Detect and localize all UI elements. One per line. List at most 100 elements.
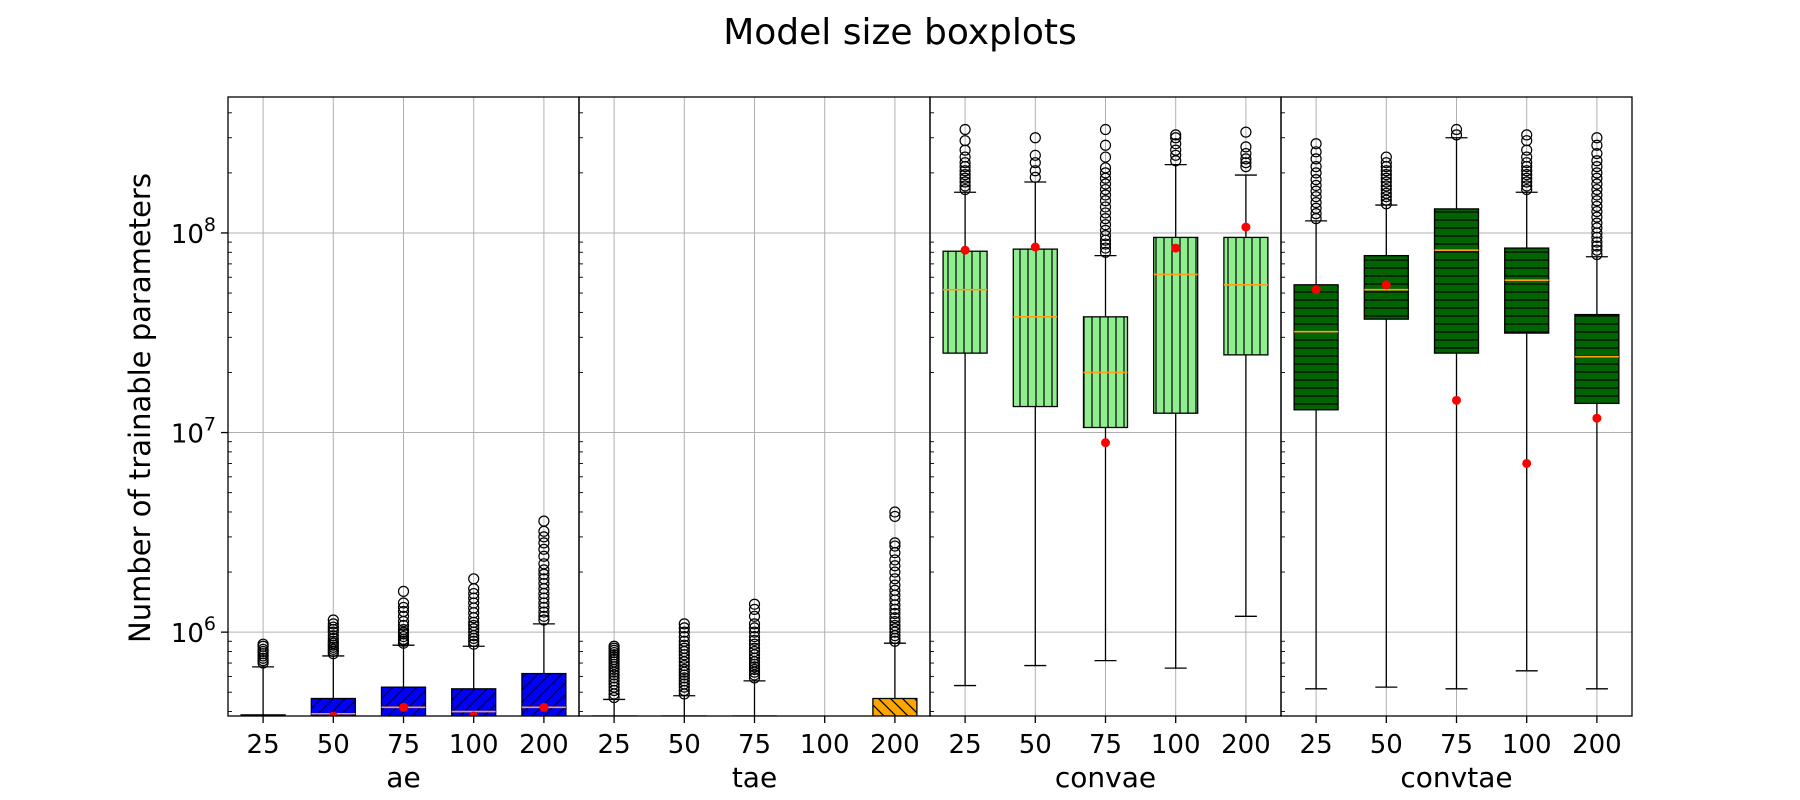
outlier-point	[257, 643, 269, 655]
outlier-point	[538, 597, 550, 609]
outlier-point	[327, 614, 339, 626]
outlier-point	[748, 603, 761, 615]
outlier-point	[1310, 191, 1322, 203]
outlier-point	[1380, 191, 1392, 203]
outlier-point	[1310, 167, 1322, 179]
x-tick-label: 25	[598, 730, 631, 760]
mean-marker	[1381, 280, 1391, 290]
box-convae-50	[1012, 132, 1058, 667]
outlier-point	[1380, 194, 1392, 206]
x-tick-label: 100	[1151, 730, 1201, 760]
outlier-point	[748, 645, 761, 658]
x-tick-label: 100	[1502, 730, 1552, 760]
box-ae-75	[380, 585, 427, 716]
outlier-point	[889, 615, 901, 628]
outlier-point	[889, 607, 901, 620]
mean-marker	[1241, 222, 1251, 232]
panel-label-ae: ae	[386, 761, 420, 794]
outlier-point	[1029, 171, 1041, 183]
outlier-point	[468, 587, 480, 600]
outlier-point	[889, 619, 901, 632]
x-tick-label: 50	[317, 730, 350, 760]
chart-title: Model size boxplots	[723, 12, 1077, 53]
outlier-point	[1310, 202, 1322, 214]
outlier-point	[678, 626, 690, 638]
outlier-point	[959, 169, 971, 181]
outlier-point	[1099, 207, 1112, 219]
outlier-point	[1099, 219, 1112, 231]
outlier-point	[538, 578, 550, 590]
outlier-point	[889, 584, 901, 596]
box-tae-200	[872, 506, 918, 716]
outlier-point	[748, 622, 761, 634]
outlier-point	[1310, 138, 1322, 150]
outlier-point	[1310, 208, 1322, 220]
outlier-point	[1591, 172, 1603, 184]
outlier-point	[1099, 183, 1112, 196]
box-ae-100	[451, 573, 497, 716]
outlier-point	[1591, 178, 1603, 190]
outlier-point	[1591, 147, 1603, 160]
outlier-point	[1591, 155, 1603, 167]
box-body	[1223, 236, 1269, 356]
box-body	[1153, 236, 1199, 414]
outlier-point	[1099, 151, 1112, 163]
outlier-point	[1240, 157, 1252, 169]
box-tae-25	[591, 640, 637, 716]
outlier-point	[678, 630, 690, 643]
outlier-point	[1310, 196, 1322, 209]
outlier-point	[1310, 146, 1322, 158]
mean-marker	[1522, 458, 1532, 468]
mean-marker	[1452, 395, 1461, 405]
outlier-point	[678, 678, 690, 690]
x-tick-label: 25	[949, 730, 982, 760]
outlier-point	[468, 597, 480, 609]
outlier-point	[608, 675, 620, 687]
outlier-point	[1380, 165, 1392, 177]
x-tick-label: 25	[1300, 730, 1333, 760]
mean-marker	[1030, 242, 1040, 252]
outlier-point	[1099, 224, 1112, 237]
outlier-point	[538, 606, 550, 618]
outlier-point	[1099, 162, 1112, 174]
x-tick-label: 75	[1089, 730, 1122, 760]
outlier-point	[678, 672, 690, 684]
outlier-point	[538, 610, 550, 622]
outlier-point	[397, 623, 410, 636]
box-ae-200	[521, 515, 567, 716]
outlier-point	[678, 635, 690, 647]
outlier-point	[1591, 205, 1603, 218]
outlier-point	[678, 681, 690, 693]
box-body	[942, 250, 988, 354]
outlier-point	[327, 626, 339, 638]
outlier-point	[1099, 213, 1112, 225]
outlier-point	[1380, 187, 1392, 199]
outlier-point	[1591, 200, 1603, 212]
panel-convtae: 25 50 75 100 200 convtae	[1280, 96, 1633, 794]
x-tick-label: 75	[387, 730, 420, 760]
outlier-point	[748, 630, 761, 643]
outlier-point	[397, 619, 410, 632]
panel-label-tae: tae	[732, 761, 777, 794]
outlier-point	[1310, 161, 1322, 173]
outlier-point	[1591, 248, 1603, 261]
outlier-point	[889, 566, 901, 578]
outlier-point	[959, 123, 971, 136]
panel-label-convtae: convtae	[1400, 761, 1512, 794]
outlier-point	[1310, 185, 1322, 197]
outlier-point	[1380, 180, 1392, 192]
outlier-point	[889, 554, 901, 566]
outlier-point	[959, 151, 971, 163]
outlier-point	[748, 669, 761, 681]
outlier-point	[397, 610, 410, 622]
box-convae-25	[942, 123, 988, 687]
outlier-point	[1310, 174, 1322, 186]
x-tick-label: 100	[800, 730, 850, 760]
outlier-point	[1591, 167, 1603, 179]
box-body	[1293, 284, 1339, 411]
box-body	[1574, 313, 1620, 405]
outlier-point	[1380, 172, 1392, 184]
outlier-point	[1591, 195, 1603, 207]
outlier-point	[748, 634, 761, 646]
